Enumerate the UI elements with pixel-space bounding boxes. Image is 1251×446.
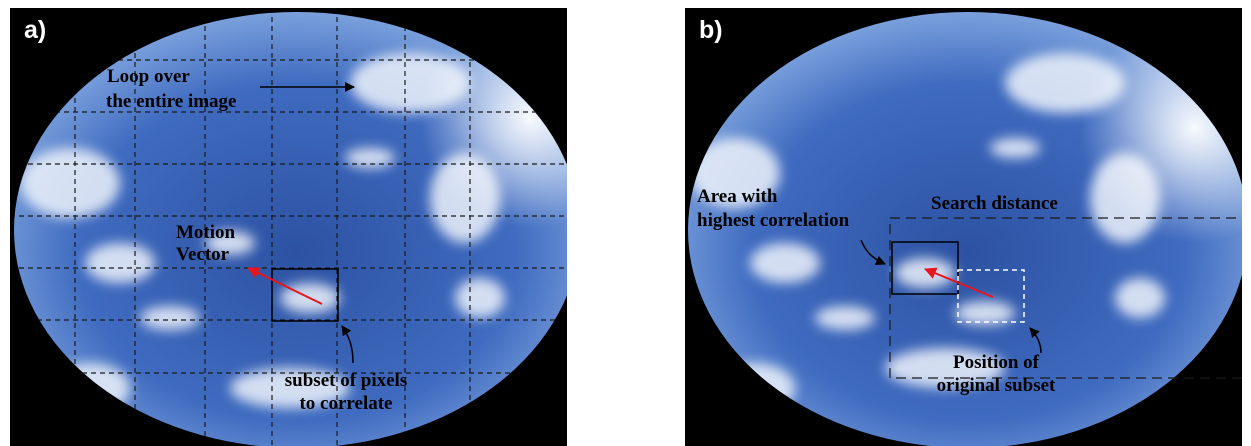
search-distance-box (889, 217, 1242, 379)
motion-vector-arrow (924, 267, 994, 298)
motion-vector-arrow (247, 267, 323, 305)
subset-label-line2: to correlate (299, 393, 393, 414)
subset-arrow (341, 325, 354, 364)
panel-a-sky-image: a) Loop over the entire image Motion Vec… (10, 8, 567, 446)
panel-b-svg (688, 12, 1242, 446)
loop-label-line2: the entire image (106, 91, 237, 112)
position-arrow (1029, 327, 1042, 354)
area-label-line1: Area with (697, 186, 778, 207)
area-label-line2: highest correlation (697, 210, 850, 231)
clouds (14, 12, 567, 446)
panel-b-label: b) (699, 16, 723, 44)
motion-label-line1: Motion (176, 222, 236, 243)
area-arrow (860, 239, 886, 266)
panel-b-sky-image: b) Area with highest correlation Search … (685, 8, 1242, 446)
loop-label-line1: Loop over (107, 66, 190, 87)
position-label-line1: Position of (952, 352, 1040, 373)
search-distance-label: Search distance (931, 193, 1058, 214)
original-subset-box (957, 269, 1025, 323)
position-label-line2: original subset (936, 375, 1056, 396)
sampling-grid (14, 12, 567, 446)
panel-a-svg (14, 12, 567, 446)
subset-box (271, 268, 339, 322)
motion-label-line2: Vector (176, 244, 230, 265)
highest-correlation-box (891, 241, 959, 295)
subset-label-line1: subset of pixels (284, 370, 408, 391)
panel-a-label: a) (24, 16, 47, 44)
